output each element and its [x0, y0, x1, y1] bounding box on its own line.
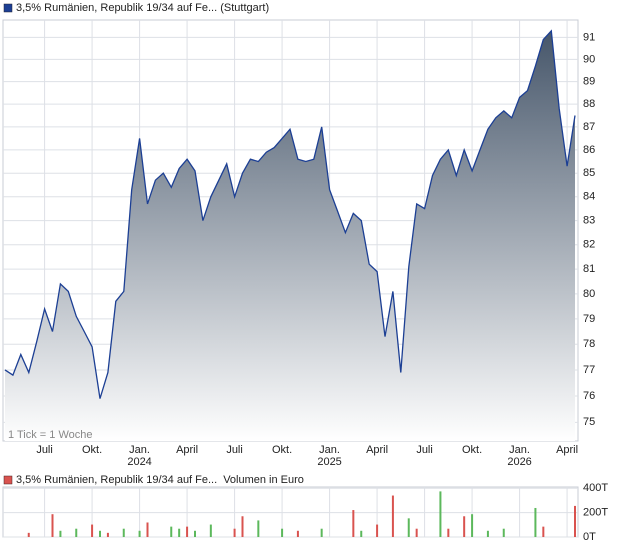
y-tick-label: 90 — [583, 53, 595, 65]
volume-bar — [534, 507, 537, 537]
y-tick-label: 81 — [583, 263, 595, 275]
volume-bar — [59, 530, 62, 537]
plot-background — [2, 486, 579, 538]
volume-bar — [27, 532, 30, 537]
volume-bar — [391, 495, 394, 537]
volume-bar — [376, 524, 379, 537]
y-tick-label: 200T — [583, 507, 608, 519]
volume-bar — [106, 532, 109, 537]
legend-swatch — [3, 3, 13, 13]
x-tick-label: Juli — [226, 444, 243, 456]
volume-bar — [75, 528, 78, 537]
volume-bar — [178, 528, 181, 537]
volume-bar — [122, 528, 125, 537]
volume-bar — [542, 526, 545, 537]
y-tick-label: 82 — [583, 239, 595, 251]
x-tick-label: Okt. — [272, 444, 292, 456]
volume-bar — [281, 528, 284, 537]
x-tick-label: Jan. 2026 — [507, 444, 531, 468]
volume-bar — [233, 528, 236, 537]
y-tick-label: 0T — [583, 531, 596, 543]
volume-bar — [209, 524, 212, 537]
y-tick-label: 89 — [583, 76, 595, 88]
y-tick-label: 88 — [583, 98, 595, 110]
y-tick-label: 77 — [583, 364, 595, 376]
price-area — [5, 30, 575, 442]
volume-bar — [91, 524, 94, 537]
volume-bar — [486, 530, 489, 537]
y-tick-label: 400T — [583, 482, 608, 494]
x-tick-label: Jan. 2024 — [127, 444, 151, 468]
y-tick-label: 84 — [583, 191, 595, 203]
y-tick-label: 87 — [583, 121, 595, 133]
volume-bar — [407, 518, 410, 537]
y-tick-label: 83 — [583, 214, 595, 226]
y-tick-label: 79 — [583, 313, 595, 325]
x-tick-label: Juli — [416, 444, 433, 456]
volume-bar — [574, 505, 576, 537]
volume-bar — [463, 516, 466, 537]
volume-bar — [471, 514, 474, 537]
volume-bar — [296, 530, 299, 537]
x-tick-label: April — [556, 444, 578, 456]
y-tick-label: 80 — [583, 288, 595, 300]
y-tick-label: 85 — [583, 167, 595, 179]
volume-bar — [138, 530, 141, 537]
volume-bar — [186, 526, 189, 537]
volume-bar — [352, 510, 355, 537]
volume-bar — [257, 520, 260, 537]
x-tick-label: April — [176, 444, 198, 456]
x-tick-label: Jan. 2025 — [317, 444, 341, 468]
volume-bar — [194, 530, 196, 537]
price-line — [4, 29, 576, 399]
x-tick-label: April — [366, 444, 388, 456]
volume-bar — [439, 491, 442, 537]
x-tick-label: Juli — [36, 444, 53, 456]
annotation: 1 Tick = 1 Woche — [8, 429, 92, 441]
volume-bar — [320, 528, 323, 537]
volume-bar — [146, 522, 149, 537]
volume-title: 3,5% Rumänien, Republik 19/34 auf Fe... — [16, 474, 217, 486]
y-tick-label: 78 — [583, 338, 595, 350]
volume-bar — [51, 514, 54, 537]
volume-subtitle: Volumen in Euro — [223, 474, 304, 486]
volume-bar — [415, 528, 418, 537]
y-tick-label: 91 — [583, 31, 595, 43]
volume-bar — [99, 530, 101, 537]
chart-title: 3,5% Rumänien, Republik 19/34 auf Fe... … — [16, 2, 269, 14]
volume-bar — [502, 528, 505, 537]
x-tick-label: Okt. — [82, 444, 102, 456]
volume-bar — [241, 516, 244, 537]
volume-bar — [170, 526, 173, 537]
volume-plot: 0T 200T 400T — [2, 482, 608, 543]
y-tick-label: 86 — [583, 144, 595, 156]
volume-bar — [360, 530, 363, 537]
y-tick-label: 76 — [583, 390, 595, 402]
y-tick-label: 75 — [583, 416, 595, 428]
price-plot: 75 76 77 78 79 80 81 82 83 84 85 86 87 88 89 90 91 Juli Ok… — [2, 19, 595, 468]
volume-bar — [447, 528, 450, 537]
legend-swatch — [3, 475, 13, 485]
x-tick-label: Okt. — [462, 444, 482, 456]
